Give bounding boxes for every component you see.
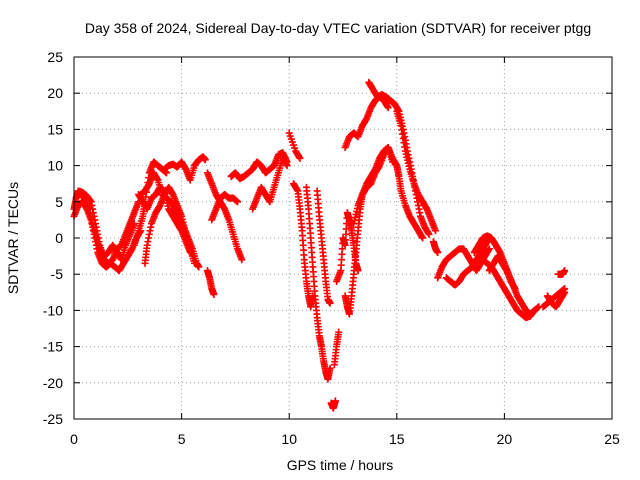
- data-point: [384, 104, 392, 112]
- x-tick-label: 10: [281, 431, 297, 447]
- y-tick-label: -10: [43, 302, 63, 318]
- y-tick-label: 5: [55, 194, 63, 210]
- data-point: [331, 397, 339, 405]
- y-tick-label: -15: [43, 339, 63, 355]
- data-point: [326, 299, 334, 307]
- y-tick-label: 15: [47, 121, 63, 137]
- data-point: [201, 156, 209, 164]
- chart-title: Day 358 of 2024, Sidereal Day-to-day VTE…: [85, 20, 591, 36]
- data-point: [485, 245, 493, 253]
- series-arc-18: [327, 397, 339, 412]
- data-point: [432, 227, 440, 235]
- x-tick-label: 15: [389, 431, 405, 447]
- series-arc-35: [554, 267, 569, 278]
- series-arc-27: [429, 238, 442, 256]
- data-point: [511, 285, 519, 293]
- x-tick-label: 5: [178, 431, 186, 447]
- y-tick-labels: 25 20 15 10 5 0 -5 -10 -15 -20 -25: [43, 49, 63, 427]
- series-arc-14: [285, 129, 304, 162]
- data-point: [195, 263, 203, 271]
- series-arc-22: [350, 144, 401, 228]
- x-tick-labels: 0 5 10 15 20 25: [70, 431, 620, 447]
- series-arc-13: [249, 154, 291, 213]
- data-point: [130, 220, 138, 228]
- data-point: [335, 328, 343, 336]
- data-point: [561, 288, 569, 296]
- series-arc-34: [543, 288, 569, 311]
- series-arc-8: [135, 183, 194, 256]
- y-tick-label: 25: [47, 49, 63, 65]
- series-arc-26: [393, 162, 427, 242]
- x-tick-label: 0: [70, 431, 78, 447]
- data-point: [296, 154, 304, 162]
- series-arc-16: [302, 183, 334, 383]
- series-arc-12: [227, 149, 291, 183]
- series-arc-9: [203, 267, 218, 298]
- axis-ticks: [73, 56, 613, 420]
- y-tick-label: 0: [55, 230, 63, 246]
- data-point: [425, 230, 433, 238]
- data-point: [326, 364, 334, 372]
- series-arc-11: [208, 191, 242, 224]
- y-tick-label: 20: [47, 85, 63, 101]
- data-point: [283, 162, 291, 170]
- data-marks: [70, 78, 569, 412]
- data-point: [238, 256, 246, 264]
- data-point: [434, 248, 442, 256]
- x-axis-title: GPS time / hours: [287, 457, 394, 473]
- data-point: [210, 290, 218, 298]
- series-arc-7: [160, 153, 209, 184]
- series-arc-17: [313, 187, 334, 307]
- series-arc-32: [485, 252, 519, 293]
- series-arc-25: [393, 107, 440, 235]
- y-tick-label: -25: [43, 411, 63, 427]
- x-tick-label: 20: [497, 431, 513, 447]
- series-arc-3: [76, 191, 145, 275]
- series-arc-23: [341, 93, 392, 151]
- data-point: [234, 198, 242, 206]
- series-arc-19: [330, 328, 343, 369]
- x-tick-label: 25: [604, 431, 620, 447]
- y-tick-label: 10: [47, 158, 63, 174]
- y-tick-label: -20: [43, 375, 63, 391]
- data-point: [531, 306, 539, 314]
- data-point: [186, 248, 194, 256]
- data-point: [419, 234, 427, 242]
- data-point: [561, 267, 569, 275]
- y-tick-label: -5: [51, 266, 64, 282]
- y-axis-title: SDTVAR / TECUs: [5, 182, 21, 294]
